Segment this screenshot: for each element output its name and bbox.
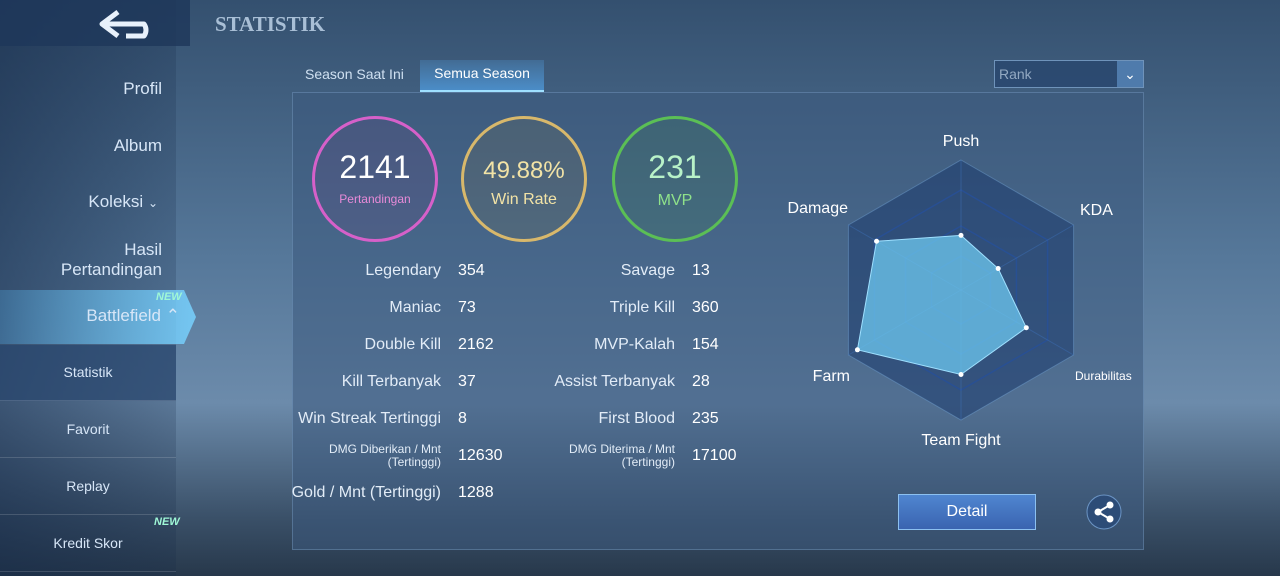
stat-label: DMG Diberikan / Mnt (Tertinggi) <box>328 442 441 469</box>
menu-hasil[interactable]: Hasil Pertandingan <box>60 240 162 279</box>
stat-label: MVP-Kalah <box>594 336 675 353</box>
radar-axis-label: Team Fight <box>921 432 1001 449</box>
tab[interactable]: Season Saat Ini <box>305 66 404 82</box>
label: Koleksi <box>88 192 144 211</box>
value: 231 <box>648 149 702 185</box>
radar-point <box>958 232 964 238</box>
stat-value: 354 <box>458 262 485 279</box>
radar-axis-label: Damage <box>788 200 849 217</box>
page-title: STATISTIK <box>215 12 326 36</box>
stat-value: 13 <box>692 262 710 279</box>
new-badge: NEW <box>156 291 182 303</box>
radar-axis-label: Push <box>943 133 979 150</box>
radar-point <box>874 238 880 244</box>
radar-chart: Push KDA Durabilitas Team Fight Farm Damage <box>788 133 1132 449</box>
menu-battlefield-label: Battlefield ⌃ <box>86 306 180 325</box>
stat-value: 73 <box>458 299 476 316</box>
radar-axis-label: Farm <box>813 368 850 385</box>
stat-value: 37 <box>458 373 476 390</box>
winrate-circle: 49.88% Win Rate <box>461 116 587 242</box>
stat-label: Gold / Mnt (Tertinggi) <box>291 484 441 501</box>
stat-label: Triple Kill <box>609 299 675 316</box>
stat-value: 8 <box>458 410 467 427</box>
stat-label: DMG Diterima / Mnt (Tertinggi) <box>568 442 675 469</box>
mvp-circle: 231 MVP <box>612 116 738 242</box>
tab-active[interactable]: Semua Season <box>420 60 544 92</box>
back-bar <box>0 0 190 46</box>
menu-koleksi[interactable]: Koleksi ⌄ <box>88 192 158 211</box>
dropdown-label: Rank <box>999 66 1032 82</box>
stat-value: 28 <box>692 373 710 390</box>
menu-album[interactable]: Album <box>113 136 162 155</box>
submenu-kredit[interactable]: Kredit Skor <box>0 516 176 572</box>
stat-value: 12630 <box>458 447 503 464</box>
sidebar <box>0 0 176 576</box>
stat-value: 360 <box>692 299 719 316</box>
stat-label: Win Streak Tertinggi <box>298 410 441 427</box>
radar-point <box>1023 325 1029 331</box>
stat-label: Kill Terbanyak <box>341 373 441 390</box>
submenu-replay[interactable]: Replay <box>0 459 176 515</box>
stat-value: 235 <box>692 410 719 427</box>
radar-axis-label: KDA <box>1080 202 1113 219</box>
label: MVP <box>657 192 693 209</box>
stat-label: Assist Terbanyak <box>554 373 675 390</box>
detail-button[interactable]: Detail <box>898 494 1036 530</box>
label: Pertandingan <box>339 192 411 206</box>
share-button[interactable] <box>1086 494 1122 530</box>
radar-point <box>995 266 1001 272</box>
stat-label: Legendary <box>365 262 441 279</box>
stat-value: 2162 <box>458 336 494 353</box>
label: Win Rate <box>491 191 557 208</box>
menu-profil[interactable]: Profil <box>123 79 162 98</box>
submenu-statistik[interactable]: Statistik <box>0 345 176 401</box>
stat-value: 154 <box>692 336 719 353</box>
radar-point <box>854 347 860 353</box>
radar-point <box>958 372 964 377</box>
value: 2141 <box>339 149 411 185</box>
matches-circle: 2141 Pertandingan <box>312 116 438 242</box>
menu-battlefield[interactable] <box>0 290 196 344</box>
radar-axis-label: Durabilitas <box>1075 369 1132 383</box>
new-badge: NEW <box>154 516 180 528</box>
stat-value: 1288 <box>458 484 494 501</box>
back-button[interactable] <box>96 6 162 42</box>
stat-label: Savage <box>620 262 675 279</box>
stat-label: Maniac <box>389 299 441 316</box>
stat-label: First Blood <box>598 410 675 427</box>
stat-label: Double Kill <box>364 336 441 353</box>
submenu-favorit[interactable]: Favorit <box>0 402 176 458</box>
label: Battlefield <box>86 306 162 325</box>
value: 49.88% <box>483 157 565 184</box>
stat-value: 17100 <box>692 447 737 464</box>
rank-dropdown[interactable]: Rank ⌄ <box>994 60 1144 88</box>
